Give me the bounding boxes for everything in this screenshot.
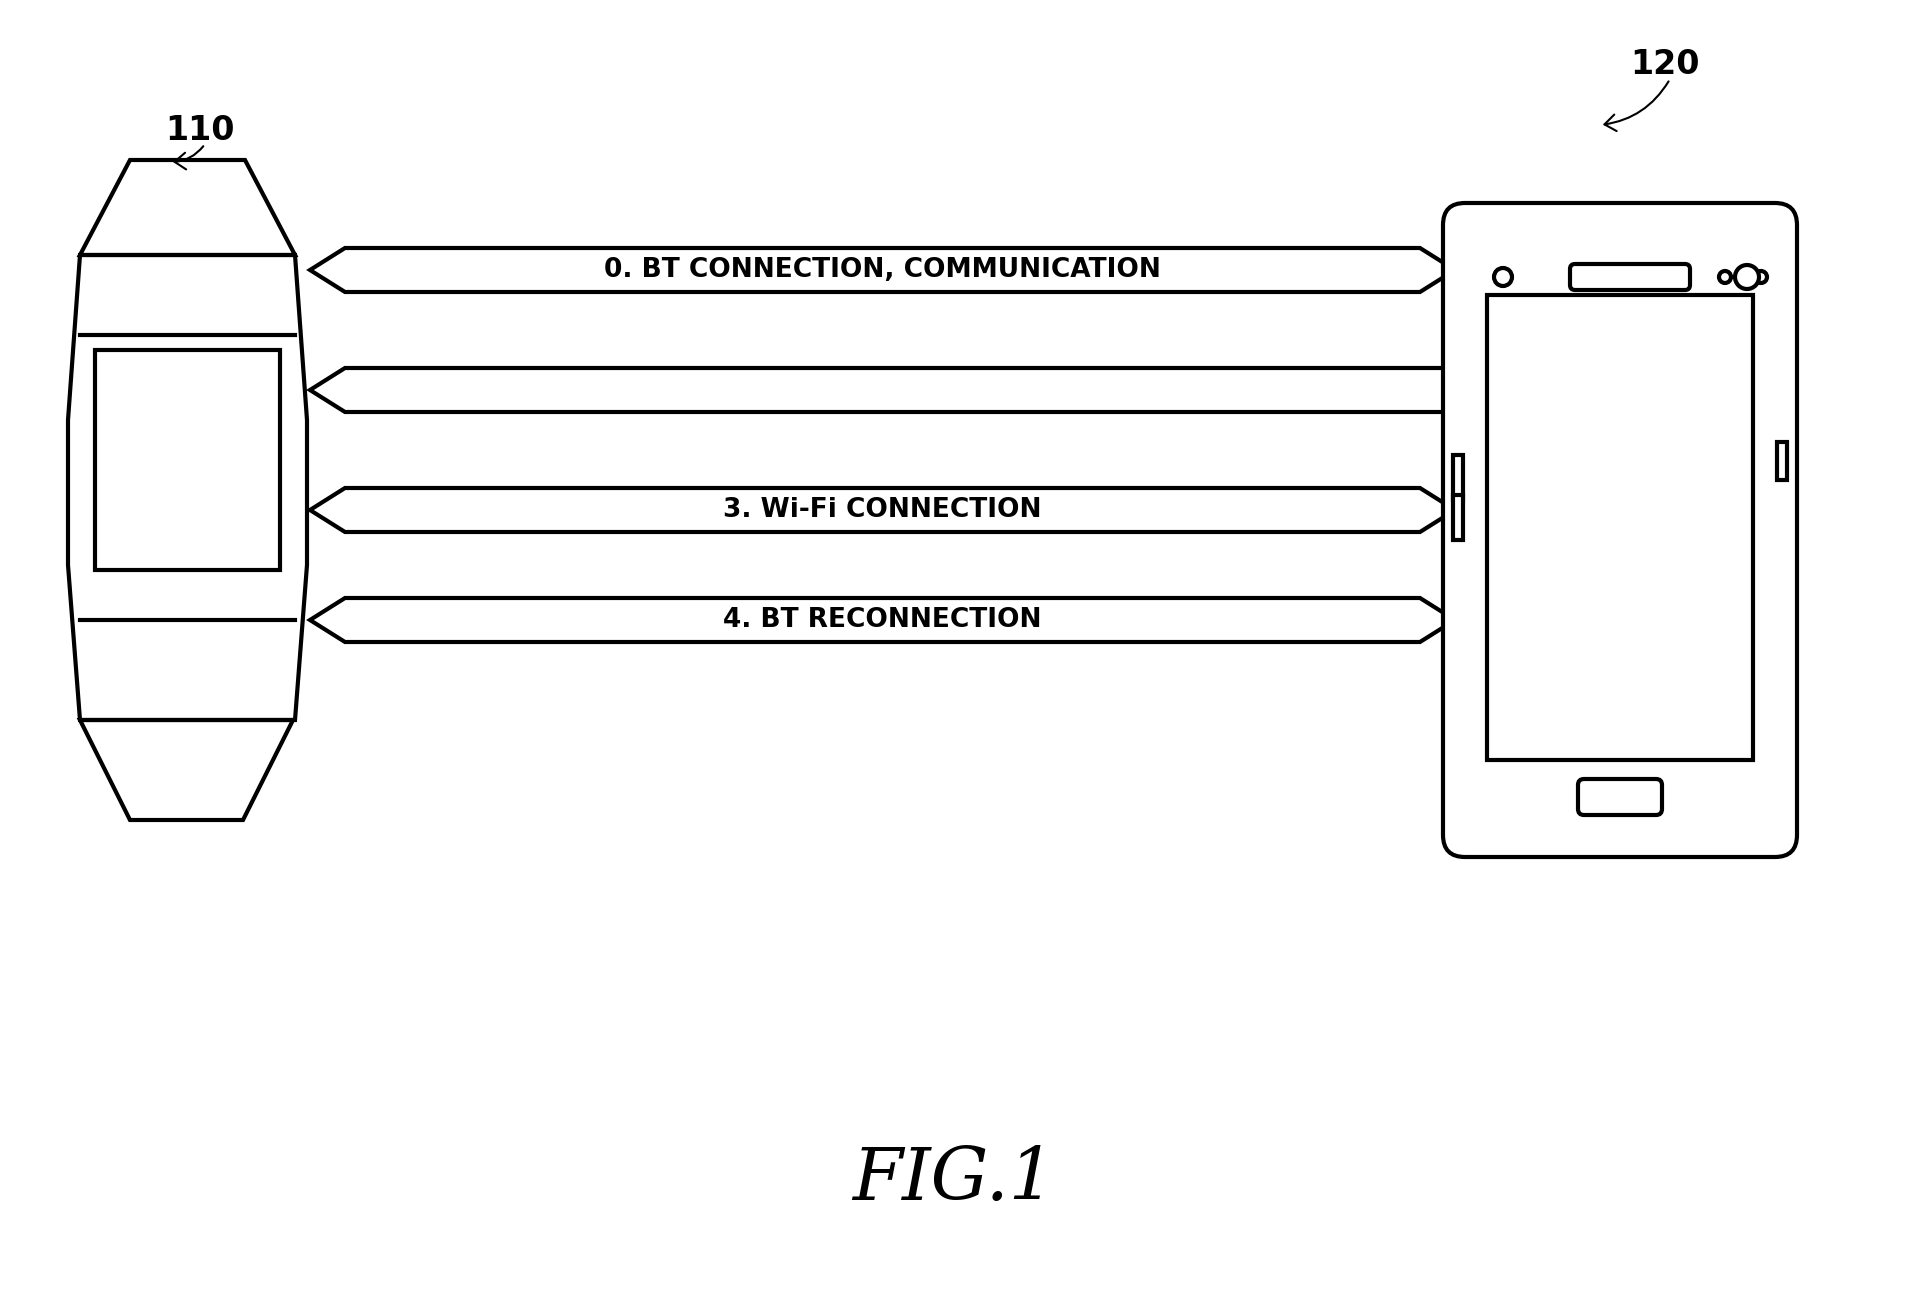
Text: 110: 110 [166, 114, 234, 146]
Circle shape [1734, 265, 1758, 289]
Bar [1452, 495, 1463, 540]
Bar [1486, 295, 1753, 759]
Text: 3. Wi-Fi CONNECTION: 3. Wi-Fi CONNECTION [722, 497, 1042, 523]
Text: 120: 120 [1629, 48, 1699, 81]
FancyArrowPatch shape [1604, 81, 1667, 131]
Text: FIG.1: FIG.1 [852, 1145, 1053, 1216]
Text: 0. BT CONNECTION, COMMUNICATION: 0. BT CONNECTION, COMMUNICATION [604, 257, 1160, 284]
Circle shape [1718, 271, 1730, 284]
Bar [1775, 442, 1787, 480]
FancyBboxPatch shape [1570, 264, 1690, 290]
FancyBboxPatch shape [1577, 779, 1661, 816]
FancyArrowPatch shape [175, 146, 204, 170]
FancyBboxPatch shape [1442, 203, 1796, 857]
Bar [95, 350, 280, 570]
Circle shape [1735, 271, 1749, 284]
Circle shape [1494, 268, 1511, 286]
Bar [1452, 455, 1463, 501]
Circle shape [1755, 271, 1766, 284]
Text: 4. BT RECONNECTION: 4. BT RECONNECTION [722, 606, 1042, 633]
